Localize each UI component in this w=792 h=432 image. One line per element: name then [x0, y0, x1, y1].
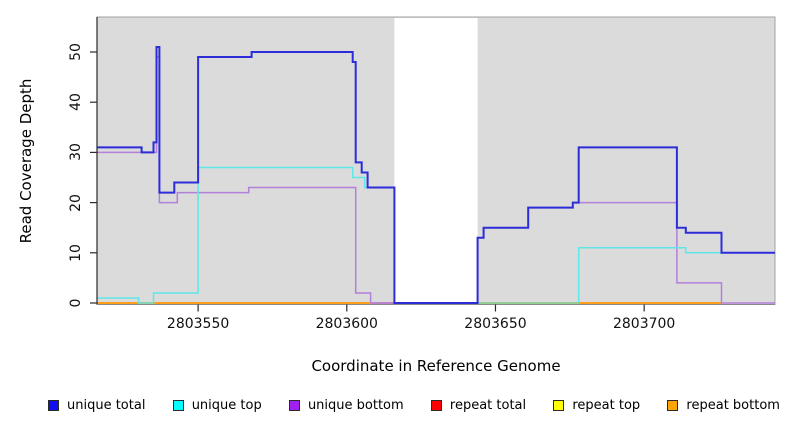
legend-swatch-repeat-top	[553, 400, 565, 411]
legend-item-repeat-bottom: repeat bottom	[667, 398, 780, 413]
legend-label: unique top	[191, 398, 262, 413]
legend-swatch-repeat-bottom	[667, 400, 679, 411]
legend-swatch-unique-top	[172, 400, 184, 411]
x-tick-label: 2803550	[166, 316, 230, 332]
legend-label: unique total	[67, 398, 146, 413]
no-data-gap	[394, 18, 478, 304]
legend-label: repeat top	[572, 398, 641, 413]
legend-item-unique-bottom: unique bottom	[288, 398, 404, 413]
legend-item-unique-top: unique top	[172, 398, 262, 413]
series-unique-total	[97, 46, 775, 304]
chart-legend: unique total unique top unique bottom repea…	[48, 398, 780, 413]
y-tick-label: 20	[68, 193, 84, 212]
legend-item-repeat-total: repeat total	[430, 398, 527, 413]
series-unique-top	[577, 247, 775, 303]
y-tick-label: 50	[68, 43, 84, 61]
legend-swatch-unique-bottom	[288, 400, 300, 411]
legend-label: unique bottom	[307, 398, 404, 413]
x-tick-label: 2803700	[612, 316, 676, 332]
legend-swatch-unique-total	[48, 400, 59, 411]
legend-label: repeat bottom	[686, 398, 780, 413]
x-tick-label: 2803650	[464, 316, 527, 332]
legend-label: repeat total	[449, 398, 527, 413]
y-tick-label: 30	[68, 143, 84, 162]
y-tick-label: 10	[68, 243, 84, 262]
x-tick-label: 2803600	[315, 316, 378, 332]
y-axis-title: Read Coverage Depth	[17, 78, 35, 244]
y-tick-label: 0	[68, 298, 84, 308]
legend-item-unique-total: unique total	[48, 398, 145, 413]
y-tick-label: 40	[68, 93, 84, 112]
x-axis-title: Coordinate in Reference Genome	[311, 357, 561, 375]
legend-item-repeat-top: repeat top	[553, 398, 640, 413]
legend-swatch-repeat-total	[430, 400, 442, 411]
